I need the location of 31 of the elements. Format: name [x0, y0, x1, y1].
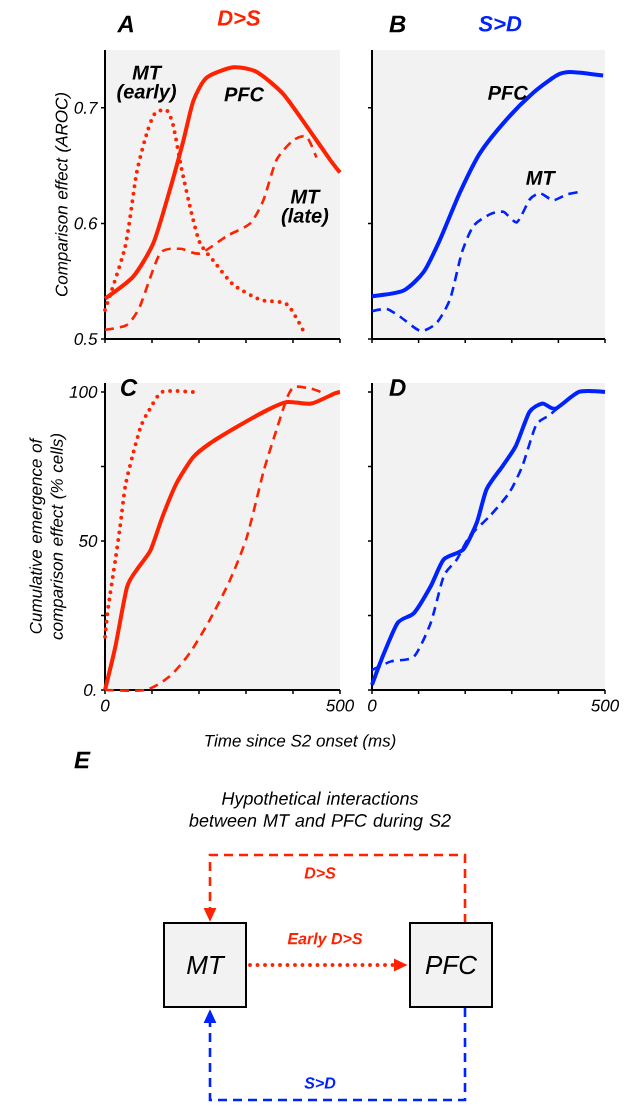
y-tick-label: 50: [78, 534, 98, 547]
y-tick-label: 0.7: [74, 101, 98, 114]
x-tick-label: 500: [591, 699, 620, 712]
text: D>S: [304, 867, 336, 879]
series-label: MT (early): [117, 65, 176, 103]
series-label: PFC: [488, 85, 528, 100]
y-tick-label: 0.5: [74, 332, 98, 346]
y-tick-label: 0.6: [74, 217, 98, 230]
annotation: C: [121, 379, 138, 397]
text: PFC: [425, 955, 478, 975]
x-tick-label: 0: [101, 699, 110, 712]
text: S>D: [304, 1077, 336, 1089]
series-label: MT (late): [281, 189, 329, 227]
x-tick-label: 0: [368, 699, 377, 712]
y-axis-title: Comparison effect (AROC): [55, 93, 71, 297]
text: Hypothetical interactions between MT and PFC during S2: [189, 791, 451, 831]
chart-title: D>S: [217, 10, 261, 26]
text: MT: [187, 956, 226, 974]
series-label: MT: [526, 171, 557, 185]
text: A: [117, 15, 134, 33]
y-tick-label: 100: [69, 385, 98, 398]
series-label: PFC: [224, 87, 265, 102]
annotation: D: [389, 379, 406, 396]
y-axis-title: Cumulative emergence of comparison effect (% cells): [29, 434, 67, 640]
text: Early D>S: [287, 932, 363, 948]
x-axis-title: Time since S2 onset (ms): [205, 734, 396, 751]
text: E: [74, 751, 91, 769]
x-tick-label: 500: [326, 699, 355, 712]
chart-title: S>D: [478, 15, 522, 32]
text: B: [389, 15, 406, 33]
y-tick-label: 0.: [84, 683, 96, 697]
